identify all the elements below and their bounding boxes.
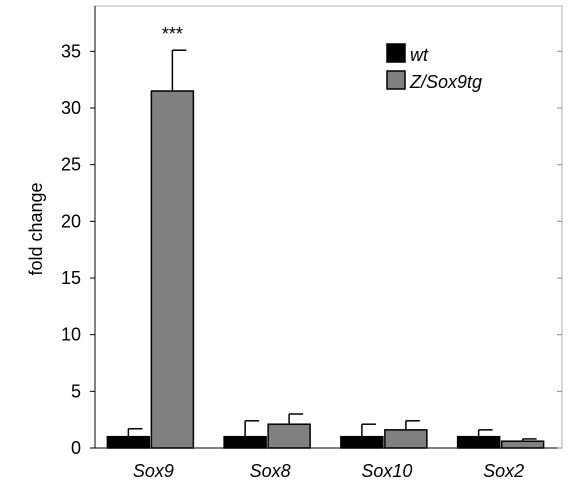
significance-label: *** xyxy=(162,24,183,44)
y-tick-label: 0 xyxy=(71,438,81,458)
legend-swatch xyxy=(386,43,406,63)
bar-wt-Sox2 xyxy=(456,435,501,449)
bars: *** xyxy=(106,24,545,449)
bar-wt-Sox10 xyxy=(340,435,384,449)
legend: wt Z/Sox9tg xyxy=(386,43,482,92)
y-axis: 0 5 10 15 20 25 30 35 xyxy=(61,41,562,458)
y-tick-label: 20 xyxy=(61,211,81,231)
legend-swatch xyxy=(386,70,406,90)
x-category-label: Sox9 xyxy=(133,461,174,481)
y-tick-label: 10 xyxy=(61,325,81,345)
y-tick-label: 35 xyxy=(61,41,81,61)
x-axis: Sox9 Sox8 Sox10 Sox2 xyxy=(133,461,524,481)
y-tick-label: 30 xyxy=(61,98,81,118)
y-tick-label: 15 xyxy=(61,268,81,288)
legend-label: Z/Sox9tg xyxy=(409,72,482,92)
y-axis-title: fold change xyxy=(26,182,46,275)
legend-label: wt xyxy=(410,45,429,65)
x-category-label: Sox10 xyxy=(361,461,412,481)
bar-ZSox9tg-Sox10 xyxy=(384,429,428,449)
y-tick-label: 25 xyxy=(61,155,81,175)
x-category-label: Sox2 xyxy=(483,461,524,481)
bar-ZSox9tg-Sox9 xyxy=(150,90,195,449)
bar-wt-Sox8 xyxy=(223,435,267,449)
bar-ZSox9tg-Sox2 xyxy=(500,440,545,449)
x-category-label: Sox8 xyxy=(250,461,291,481)
bar-ZSox9tg-Sox8 xyxy=(267,423,311,449)
bar-wt-Sox9 xyxy=(106,435,151,449)
y-tick-label: 5 xyxy=(71,381,81,401)
